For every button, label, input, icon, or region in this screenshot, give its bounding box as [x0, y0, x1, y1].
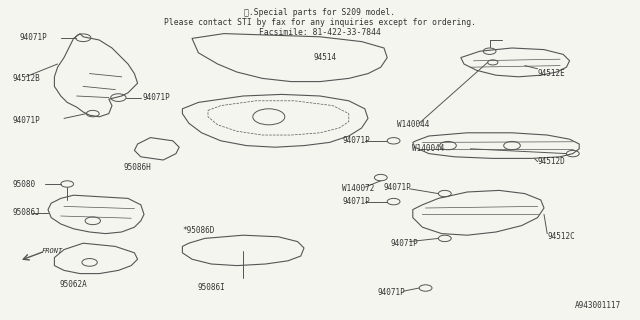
- Text: 94071P: 94071P: [19, 33, 47, 42]
- Text: ※.Special parts for S209 model.: ※.Special parts for S209 model.: [244, 8, 396, 17]
- Text: 94514: 94514: [314, 53, 337, 62]
- Text: 94512B: 94512B: [13, 74, 40, 83]
- Text: 94071P: 94071P: [142, 93, 170, 102]
- Text: 94071P: 94071P: [13, 116, 40, 124]
- Text: A943001117: A943001117: [575, 301, 621, 310]
- Text: 95086I: 95086I: [197, 284, 225, 292]
- Text: 94512D: 94512D: [538, 157, 565, 166]
- Text: 95062A: 95062A: [60, 280, 88, 289]
- Text: 94071P: 94071P: [384, 183, 412, 192]
- Text: 95086H: 95086H: [124, 163, 152, 172]
- Text: Please contact STI by fax for any inquiries except for ordering.: Please contact STI by fax for any inquir…: [164, 18, 476, 27]
- Text: FRONT: FRONT: [42, 248, 63, 254]
- Text: Facsimile: 81-422-33-7844: Facsimile: 81-422-33-7844: [259, 28, 381, 37]
- Text: 94512E: 94512E: [538, 69, 565, 78]
- Text: 94071P: 94071P: [342, 136, 370, 145]
- Text: 94071P: 94071P: [378, 288, 405, 297]
- Text: W140044: W140044: [412, 144, 445, 153]
- Text: 95080: 95080: [13, 180, 36, 188]
- Text: W140072: W140072: [342, 184, 375, 193]
- Text: 94512C: 94512C: [547, 232, 575, 241]
- Text: 94071P: 94071P: [342, 197, 370, 206]
- Text: 94071P: 94071P: [390, 239, 418, 248]
- Text: W140044: W140044: [397, 120, 429, 129]
- Text: *95086D: *95086D: [182, 226, 215, 235]
- Text: 95086J: 95086J: [13, 208, 40, 217]
